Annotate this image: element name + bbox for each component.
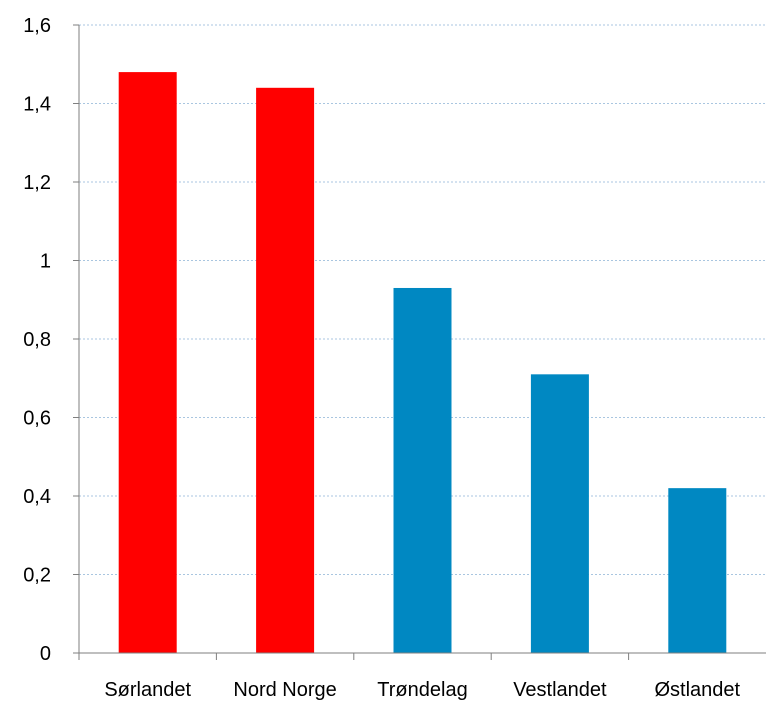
- y-tick-labels: 0 0,2 0,4 0,6 0,8 1 1,2 1,4 1,6: [23, 15, 51, 665]
- gridlines: [79, 24, 766, 575]
- bar: [668, 488, 727, 653]
- bar: [393, 287, 452, 653]
- bar: [256, 87, 315, 654]
- bars: [118, 72, 727, 654]
- x-category-label: Nord Norge: [233, 679, 336, 701]
- y-tick-label: 0,2: [23, 565, 51, 587]
- y-tick-label: 1,4: [23, 94, 51, 116]
- axes: [73, 24, 766, 660]
- y-tick-label: 1,2: [23, 172, 51, 194]
- y-tick-label: 0,6: [23, 408, 51, 430]
- x-category-label: Østlandet: [654, 679, 740, 701]
- x-tick-labels: Sørlandet Nord Norge Trøndelag Vestlandet Øs…: [104, 679, 740, 701]
- x-category-label: Vestlandet: [513, 679, 607, 701]
- bar: [118, 72, 177, 654]
- y-tick-label: 0,4: [23, 486, 51, 508]
- y-tick-label: 1,6: [23, 15, 51, 37]
- y-tick-label: 0: [40, 643, 51, 665]
- x-category-label: Trøndelag: [377, 679, 467, 701]
- y-tick-label: 1: [40, 251, 51, 273]
- y-tick-label: 0,8: [23, 329, 51, 351]
- bar: [530, 374, 589, 653]
- x-category-label: Sørlandet: [104, 679, 191, 701]
